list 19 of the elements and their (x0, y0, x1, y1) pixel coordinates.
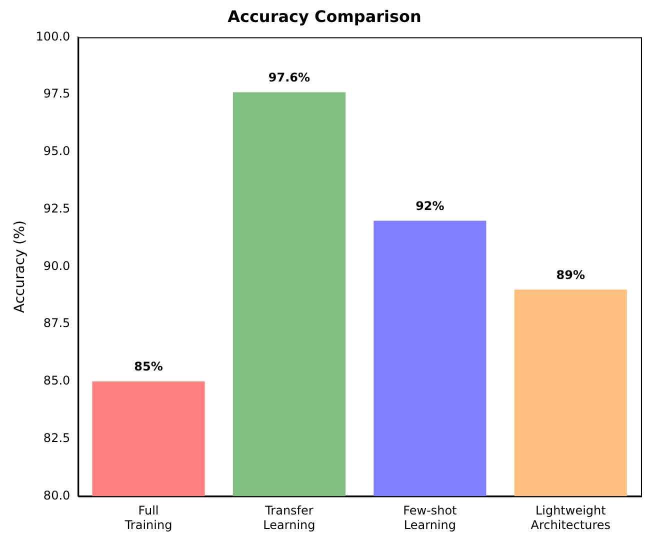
y-tick-label: 97.5 (43, 86, 70, 101)
y-tick-label: 92.5 (43, 201, 70, 216)
x-tick-label: Transfer Learning (263, 504, 316, 532)
data-label: 85% (134, 360, 163, 374)
data-label: 92% (416, 198, 444, 213)
y-tick-label: 87.5 (43, 316, 70, 330)
y-axis-title: Accuracy (%) (12, 220, 28, 313)
y-tick-label: 90.0 (43, 258, 70, 273)
y-tick-label: 100.0 (36, 29, 70, 44)
data-label: 97.6% (268, 70, 310, 84)
x-tick-label: Lightweight Architectures (530, 504, 611, 532)
y-tick-label: 85.0 (43, 374, 70, 388)
x-tick-label: Full Training (124, 504, 172, 532)
y-tick-label: 82.5 (43, 430, 70, 445)
x-tick-label: Few-shot Learning (403, 504, 458, 532)
y-tick-label: 80.0 (43, 488, 70, 502)
chart-title: Accuracy Comparison (228, 6, 422, 26)
data-label: 89% (556, 268, 586, 282)
y-tick-label: 95.0 (43, 144, 70, 158)
